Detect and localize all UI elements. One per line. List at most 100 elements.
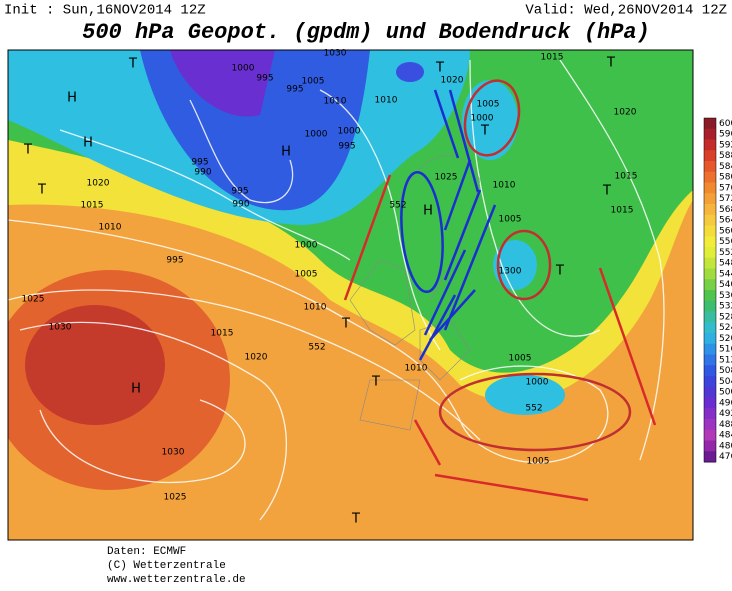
colorbar-swatch [704,451,716,463]
isobar-label: 1010 [324,97,347,107]
colorbar-label: 560 [719,226,732,236]
isobar-label: 552 [525,404,542,414]
colorbar-label: 584 [719,162,732,172]
isobar-label: 1020 [245,353,268,363]
isobar-label: 1030 [162,448,185,458]
isobar-label: 1000 [295,241,318,251]
colorbar-label: 540 [719,280,732,290]
colorbar-swatch [704,193,716,205]
isobar-label: 1005 [509,354,532,364]
pressure-center: T [602,184,611,199]
isobar-label: 1000 [305,130,328,140]
isobar-label: 1005 [302,77,325,87]
colorbar-label: 536 [719,291,732,301]
colorbar-swatch [704,171,716,183]
colorbar-label: 576 [719,183,732,193]
colorbar-label: 600 [719,119,732,129]
colorbar-label: 548 [719,259,732,269]
isobar-label: 552 [308,343,325,353]
colorbar-label: 512 [719,355,732,365]
colorbar-label: 476 [719,452,732,462]
colorbar-swatch [704,322,716,334]
isobar-label: 990 [232,200,249,210]
footer-line: www.wetterzentrale.de [107,574,246,586]
colorbar-swatch [704,247,716,259]
colorbar-swatch [704,408,716,420]
colorbar-label: 580 [719,173,732,183]
isobar-label: 1300 [499,267,522,277]
colorbar-label: 496 [719,398,732,408]
isobar-label: 1005 [499,215,522,225]
isobar-label: 995 [338,142,355,152]
colorbar-label: 564 [719,216,732,226]
colorbar-swatch [704,257,716,269]
colorbar-swatch [704,118,716,130]
colorbar-label: 552 [719,248,732,258]
map-title: 500 hPa Geopot. (gpdm) und Bodendruck (h… [82,20,650,45]
pressure-center: H [67,91,77,106]
isobar-label: 1005 [477,100,500,110]
isobar-label: 1025 [435,173,458,183]
colorbar-swatch [704,386,716,398]
pressure-center: T [341,317,350,332]
colorbar-swatch [704,354,716,366]
init-time: Init : Sun,16NOV2014 12Z [4,3,206,19]
isobar-label: 1015 [81,201,104,211]
pressure-center: H [131,382,141,397]
pressure-center: T [435,61,444,76]
pressure-center: H [281,145,291,160]
pressure-center: T [555,264,564,279]
colorbar-label: 480 [719,441,732,451]
colorbar-label: 492 [719,409,732,419]
colorbar-swatch [704,161,716,173]
isobar-label: 995 [166,256,183,266]
isobar-label: 1015 [611,206,634,216]
colorbar-label: 504 [719,377,732,387]
colorbar-swatch [704,128,716,140]
colorbar-label: 508 [719,366,732,376]
isobar-label: 1015 [541,53,564,63]
colorbar-swatch [704,429,716,441]
colorbar-label: 588 [719,151,732,161]
colorbar-swatch [704,365,716,377]
colorbar-label: 524 [719,323,732,333]
footer-line: Daten: ECMWF [107,546,186,558]
colorbar-swatch [704,300,716,312]
valid-time: Valid: Wed,26NOV2014 12Z [525,3,727,19]
isobar-label: 1025 [164,493,187,503]
colorbar-swatch [704,290,716,302]
colorbar-label: 556 [719,237,732,247]
colorbar-swatch [704,440,716,452]
isobar-label: 1020 [441,76,464,86]
annotations [343,79,657,502]
pressure-center: T [606,56,615,71]
colorbar-swatch [704,236,716,248]
isobar-label: 1010 [99,223,122,233]
colorbar-swatch [704,376,716,388]
isobar-label: 1000 [232,64,255,74]
isobar-label: 1005 [295,270,318,280]
colorbar-swatch [704,150,716,162]
colorbar-swatch [704,204,716,216]
pressure-center: T [480,124,489,139]
colorbar-label: 484 [719,431,732,441]
isobar-label: 995 [191,158,208,168]
pressure-center: T [371,375,380,390]
colorbar-swatch [704,311,716,323]
isobar-label: 1005 [527,457,550,467]
colorbar-swatch [704,333,716,345]
isobar-label: 995 [256,74,273,84]
colorbar-frame [703,117,717,463]
isobar-label: 1010 [493,181,516,191]
pressure-center: H [423,204,433,219]
colorbar-label: 520 [719,334,732,344]
isobar-label: 1010 [375,96,398,106]
colorbar: 6005965925885845805765725685645605565525… [703,117,732,463]
isobar-label: 1030 [324,49,347,59]
pressure-center: T [128,57,137,72]
isobar-label: 1020 [614,108,637,118]
colorbar-label: 568 [719,205,732,215]
isobar-label: 1020 [87,179,110,189]
isobar-label: 1010 [405,364,428,374]
